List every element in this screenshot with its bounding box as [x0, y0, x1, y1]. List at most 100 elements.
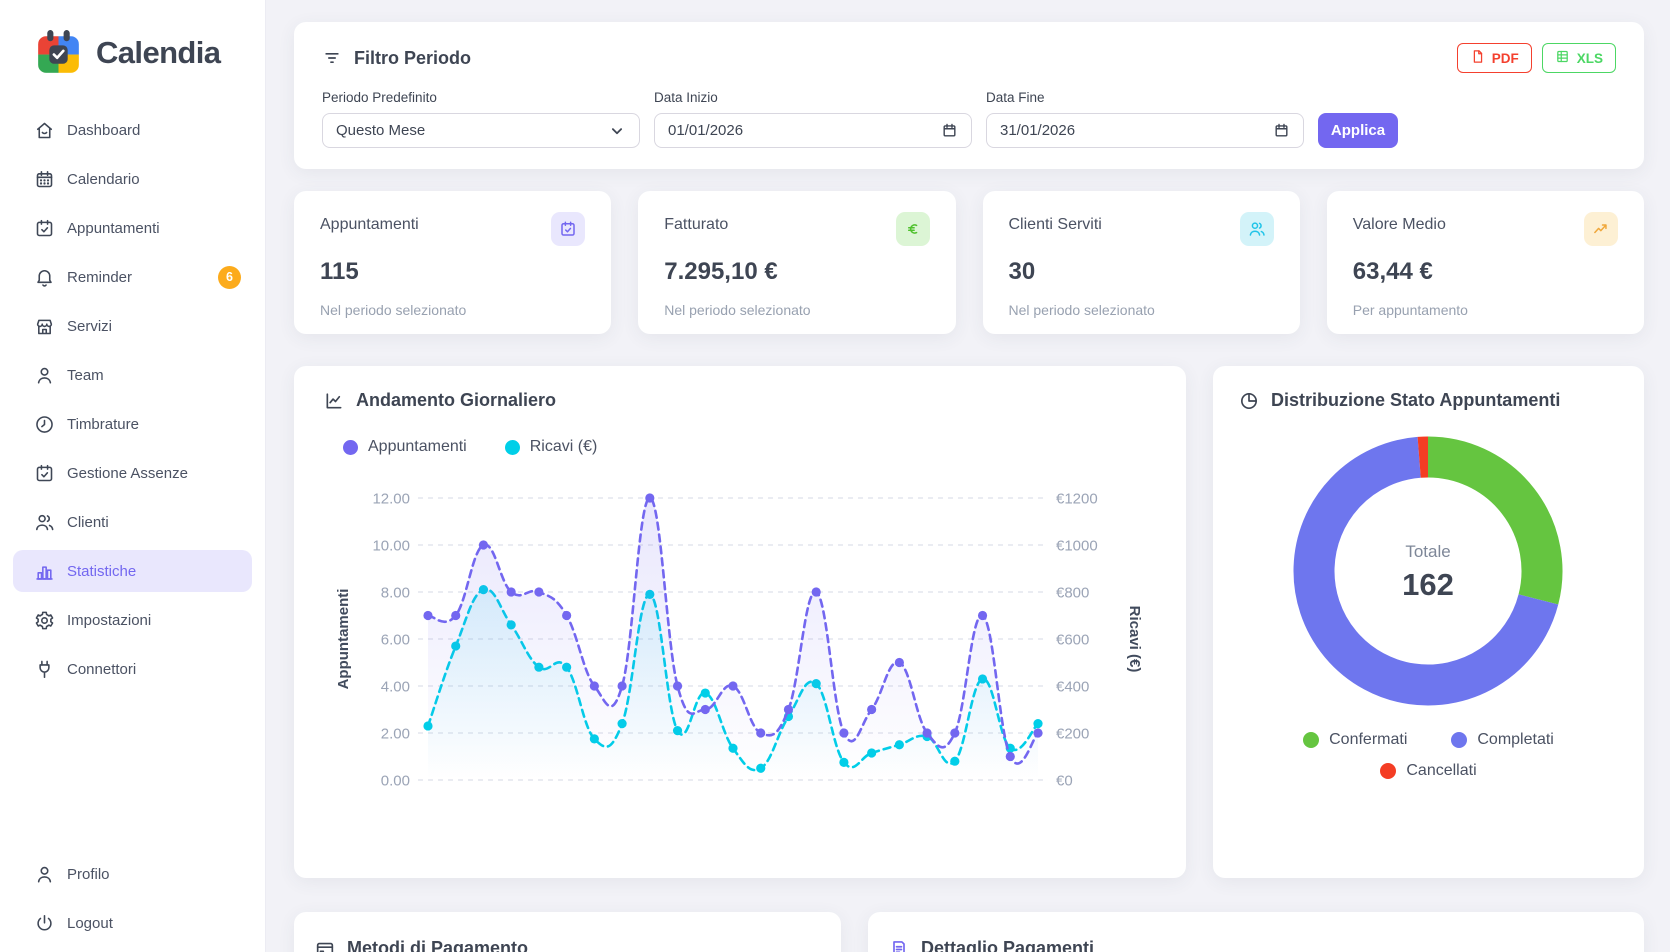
data-point-appuntamenti[interactable]	[922, 728, 932, 738]
store-icon	[34, 316, 55, 337]
status-distribution-card: Distribuzione Stato Appuntamenti Totale 1…	[1213, 366, 1644, 878]
donut-slice-completati[interactable]	[1293, 436, 1559, 706]
right-axis-tick: €600	[1056, 632, 1089, 649]
data-point-appuntamenti[interactable]	[423, 610, 433, 621]
applica-button[interactable]: Applica	[1318, 113, 1398, 148]
data-point-appuntamenti[interactable]	[672, 681, 683, 691]
data-point-appuntamenti[interactable]	[617, 681, 627, 691]
credit-card-icon	[315, 939, 335, 952]
data-point-appuntamenti[interactable]	[1033, 728, 1043, 738]
data-point-appuntamenti[interactable]	[478, 540, 489, 550]
donut-legend: Confermati Completati Cancellati	[1239, 731, 1618, 780]
gear-icon	[34, 610, 55, 631]
sidebar-item-label: Servizi	[67, 317, 113, 335]
legend-dot	[1451, 732, 1468, 748]
donut-legend-item-confermati[interactable]: Confermati	[1303, 731, 1407, 749]
export-xls-button[interactable]: XLS	[1541, 43, 1616, 73]
data-point-appuntamenti[interactable]	[506, 587, 516, 597]
left-axis-tick: 4.00	[381, 679, 410, 696]
data-point-ricavi-[interactable]	[1033, 719, 1043, 729]
sidebar-item-clienti[interactable]: Clienti	[13, 501, 252, 543]
sidebar-item-team[interactable]: Team	[13, 354, 252, 396]
sidebar-item-appuntamenti[interactable]: Appuntamenti	[13, 207, 252, 249]
sidebar-item-label: Reminder	[67, 268, 133, 286]
calendar-check-icon	[34, 218, 55, 239]
stat-card-appuntamenti: Appuntamenti 115 Nel periodo selezionato	[294, 191, 612, 334]
date-picker-icon	[1273, 122, 1290, 139]
right-axis-tick: €800	[1056, 585, 1089, 602]
sidebar-item-label: Calendario	[67, 170, 140, 188]
sidebar-item-gestione-assenze[interactable]: Gestione Assenze	[13, 452, 252, 494]
right-axis-title: Ricavi (€)	[1126, 606, 1143, 673]
chevron-down-icon	[608, 122, 626, 140]
sidebar-item-statistiche[interactable]: Statistiche	[13, 550, 252, 592]
sidebar-item-reminder[interactable]: Reminder 6	[13, 256, 252, 298]
legend-item-ricavi-[interactable]: Ricavi (€)	[504, 438, 597, 456]
sidebar-item-label: Profilo	[67, 865, 110, 883]
legend-label: Appuntamenti	[368, 438, 467, 455]
stat-subtitle: Nel periodo selezionato	[320, 302, 467, 318]
data-inizio-input[interactable]: 01/01/2026	[654, 113, 972, 148]
data-point-appuntamenti[interactable]	[950, 728, 960, 738]
sidebar-item-logout[interactable]: Logout	[13, 902, 252, 944]
calendar-icon	[34, 169, 55, 190]
users-icon	[1239, 212, 1274, 246]
left-axis-tick: 6.00	[381, 632, 410, 649]
sidebar-item-connettori[interactable]: Connettori	[13, 648, 252, 690]
sidebar-item-calendario[interactable]: Calendario	[13, 158, 252, 200]
sidebar-item-impostazioni[interactable]: Impostazioni	[13, 599, 252, 641]
power-icon	[34, 913, 55, 934]
data-fine-input[interactable]: 31/01/2026	[986, 113, 1304, 148]
data-point-appuntamenti[interactable]	[562, 610, 572, 621]
data-inizio-label: Data Inizio	[654, 90, 718, 105]
home-icon	[34, 120, 55, 141]
data-point-appuntamenti[interactable]	[645, 493, 655, 503]
data-point-appuntamenti[interactable]	[811, 587, 821, 597]
series-area-appuntamenti	[428, 498, 1038, 780]
data-point-appuntamenti[interactable]	[894, 657, 904, 668]
sidebar-footer-nav: Profilo Logout	[0, 853, 265, 944]
data-point-appuntamenti[interactable]	[451, 610, 461, 621]
sidebar-nav: Dashboard Calendario Appuntamenti Reminder 6…	[0, 109, 265, 690]
legend-dot	[1303, 732, 1320, 748]
daily-trend-title: Andamento Giornaliero	[356, 390, 557, 410]
plug-icon	[34, 659, 55, 680]
status-donut-chart: Totale 162	[1293, 436, 1563, 706]
donut-legend-item-completati[interactable]: Completati	[1451, 731, 1554, 749]
sidebar: Calendia Dashboard Calendario Appuntamenti…	[0, 0, 266, 952]
charts-row: Andamento Giornaliero Appuntamenti Ricavi…	[294, 366, 1644, 878]
data-point-appuntamenti[interactable]	[756, 728, 766, 738]
stat-subtitle: Per appuntamento	[1352, 302, 1468, 318]
periodo-predefinito-select[interactable]: Questo Mese	[322, 113, 640, 148]
data-point-ricavi-[interactable]	[700, 688, 710, 698]
filter-title: Filtro Periodo	[354, 47, 471, 68]
sidebar-item-dashboard[interactable]: Dashboard	[13, 109, 252, 151]
sidebar-item-label: Clienti	[67, 513, 109, 531]
data-point-appuntamenti[interactable]	[700, 704, 710, 715]
donut-legend-item-cancellati[interactable]: Cancellati	[1380, 762, 1477, 780]
data-fine-label: Data Fine	[986, 90, 1045, 105]
stat-card-valore-medio: Valore Medio 63,44 € Per appuntamento	[1326, 191, 1644, 334]
data-point-appuntamenti[interactable]	[1005, 751, 1015, 762]
donut-slice-confermati[interactable]	[1427, 436, 1563, 605]
data-point-appuntamenti[interactable]	[728, 681, 738, 691]
legend-item-appuntamenti[interactable]: Appuntamenti	[343, 438, 467, 456]
data-point-appuntamenti[interactable]	[839, 728, 849, 738]
data-point-appuntamenti[interactable]	[589, 681, 599, 691]
filter-icon	[322, 48, 342, 68]
data-point-appuntamenti[interactable]	[534, 587, 544, 597]
data-point-appuntamenti[interactable]	[977, 610, 988, 621]
data-point-appuntamenti[interactable]	[783, 704, 794, 715]
pie-chart-icon	[1239, 391, 1259, 411]
right-axis-tick: €0	[1056, 773, 1073, 790]
logo[interactable]: Calendia	[0, 0, 265, 77]
main-content: Filtro Periodo PDF XLS Periodo Predefini…	[266, 0, 1670, 952]
sidebar-item-servizi[interactable]: Servizi	[13, 305, 252, 347]
stats-row: Appuntamenti 115 Nel periodo selezionato Fa…	[294, 191, 1644, 334]
export-pdf-button[interactable]: PDF	[1456, 43, 1532, 73]
payment-methods-title: Metodi di Pagamento	[347, 938, 529, 952]
sidebar-item-profilo[interactable]: Profilo	[13, 853, 252, 895]
sidebar-item-timbrature[interactable]: Timbrature	[13, 403, 252, 445]
user-icon	[34, 365, 55, 386]
data-point-appuntamenti[interactable]	[867, 704, 877, 715]
